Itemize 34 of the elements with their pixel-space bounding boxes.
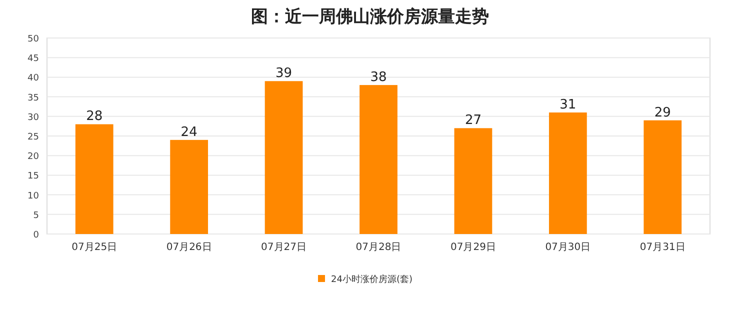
data-label: 24 [180, 124, 198, 140]
bar [454, 128, 492, 234]
data-label: 28 [86, 109, 103, 124]
x-tick-label: 07月26日 [166, 242, 212, 253]
data-label: 38 [370, 70, 387, 86]
y-tick-label: 45 [28, 54, 39, 64]
y-tick-label: 10 [28, 191, 40, 202]
data-label: 39 [276, 66, 292, 82]
bar [264, 81, 303, 234]
bar [644, 120, 682, 234]
y-tick-label: 30 [28, 112, 40, 123]
bar [170, 140, 208, 234]
bar [360, 85, 398, 234]
data-label: 27 [464, 113, 482, 128]
y-tick-label: 5 [33, 210, 39, 221]
y-tick-label: 35 [28, 93, 39, 104]
x-tick-label: 07月30日 [545, 242, 591, 253]
x-tick-label: 07月29日 [450, 242, 496, 253]
y-tick-label: 0 [33, 230, 40, 240]
data-label: 29 [654, 105, 671, 120]
x-tick-label: 07月31日 [640, 242, 686, 253]
y-tick-label: 40 [28, 74, 40, 84]
y-tick-label: 50 [28, 34, 40, 44]
bar [548, 112, 587, 234]
y-tick-label: 15 [28, 172, 39, 182]
x-tick-label: 07月27日 [261, 242, 307, 253]
y-tick-label: 20 [28, 152, 40, 162]
bar [75, 124, 114, 234]
x-tick-label: 07月28日 [356, 242, 402, 253]
y-tick-label: 25 [28, 132, 39, 142]
data-label: 31 [560, 97, 576, 112]
legend-label: 24小时涨价房源(套) [331, 274, 412, 285]
chart-title: 图：近一周佛山涨价房源量走势 [251, 7, 489, 27]
x-tick-label: 07月25日 [72, 242, 118, 253]
